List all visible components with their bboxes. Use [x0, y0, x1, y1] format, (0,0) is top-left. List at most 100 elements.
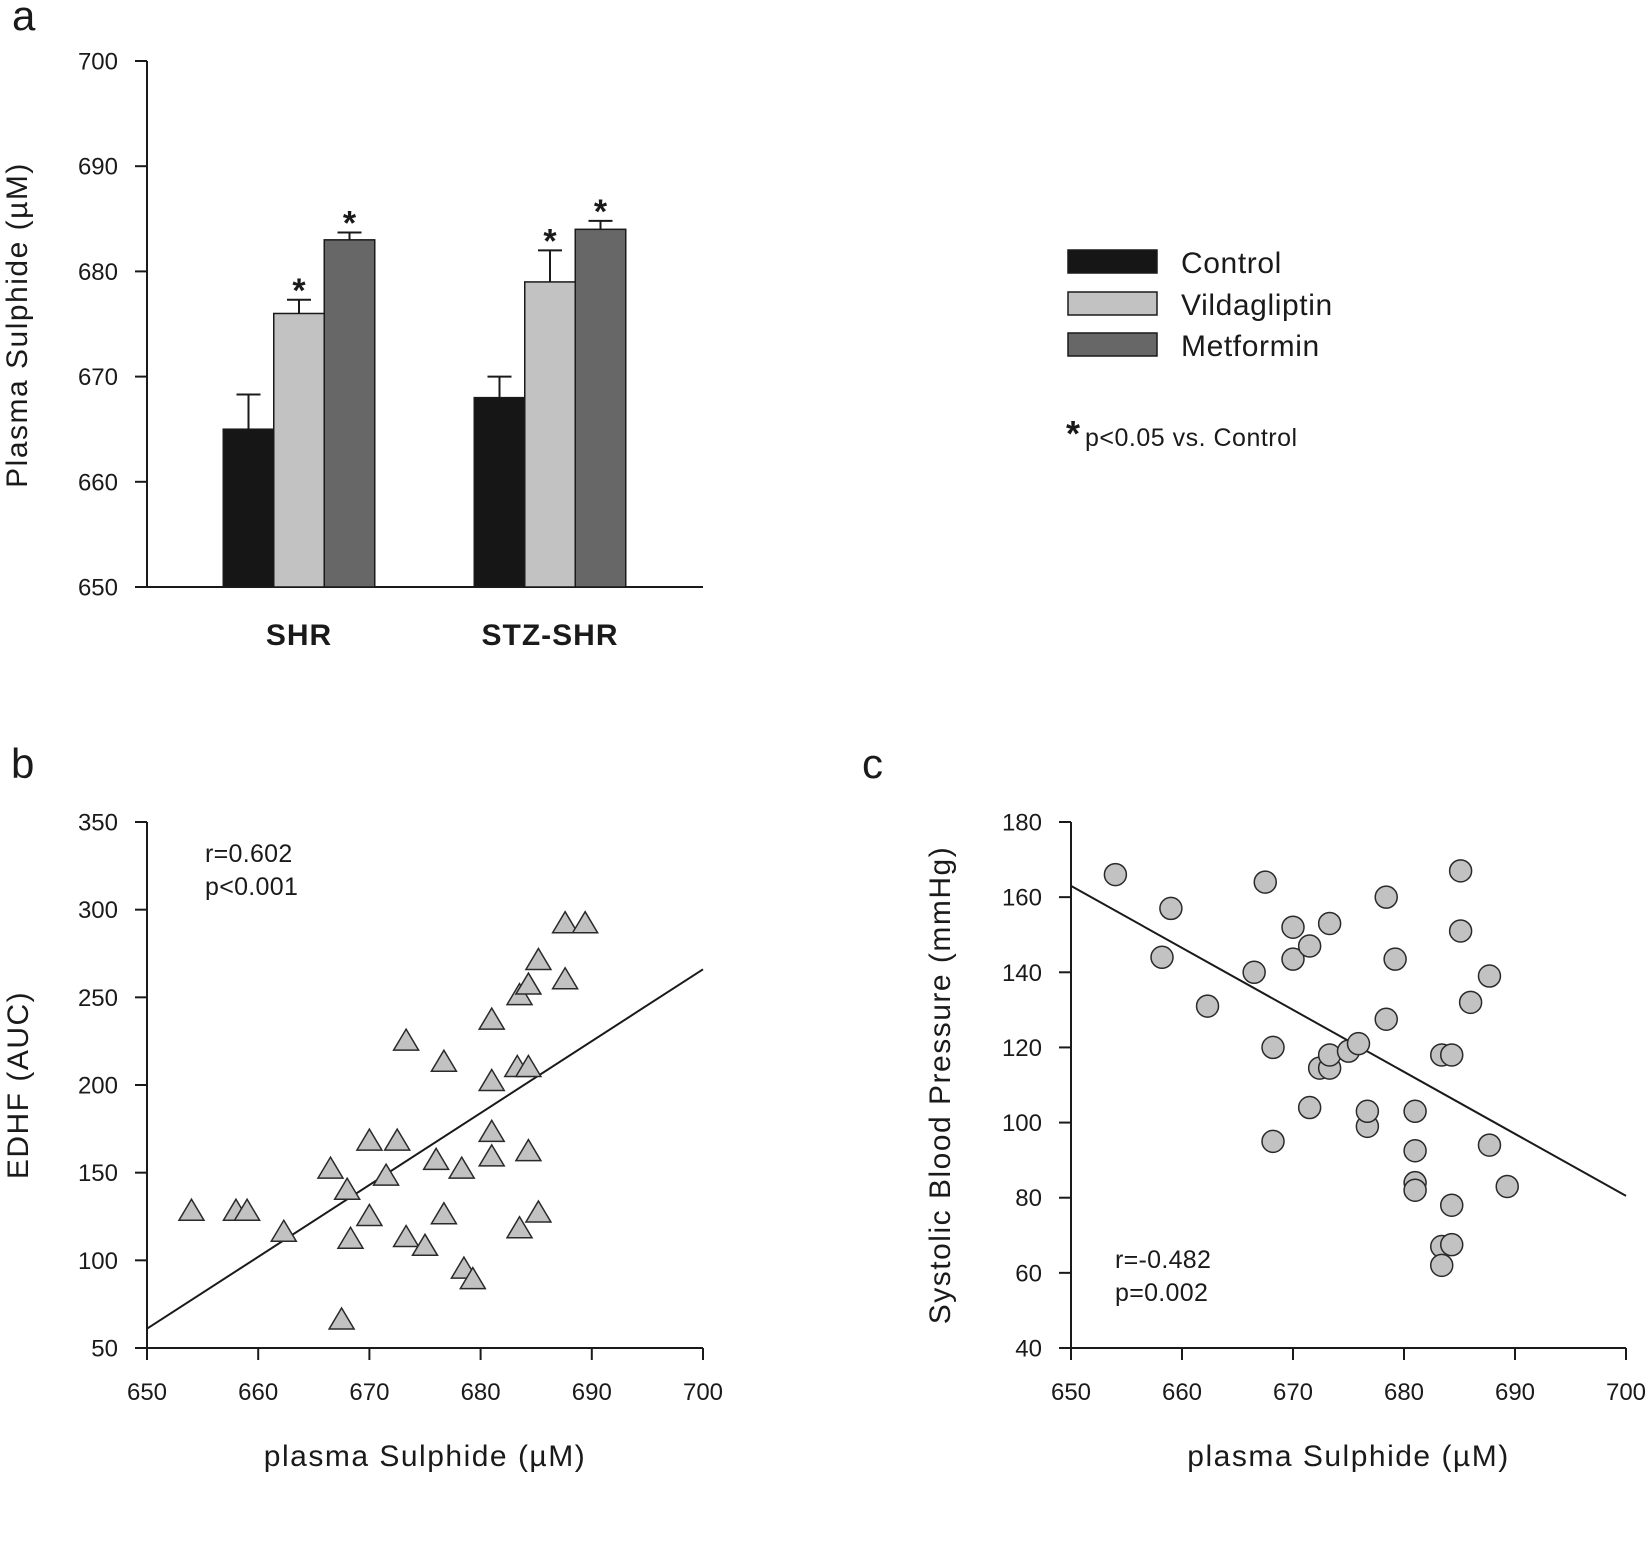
data-point-triangle [233, 1197, 261, 1221]
footnote-text: p<0.05 vs. Control [1085, 424, 1298, 452]
bar-shr-control [222, 428, 275, 588]
data-point-circle [1346, 1031, 1371, 1056]
data-point-circle [1403, 1099, 1427, 1124]
x-tick-label: 700 [1606, 1379, 1646, 1406]
significance-star: * [594, 193, 608, 231]
y-tick-label: 40 [1015, 1336, 1042, 1363]
y-tick-label: 300 [78, 897, 118, 924]
data-point-triangle [355, 1203, 384, 1227]
data-point-triangle [355, 1127, 384, 1151]
y-tick-label: 100 [1002, 1110, 1042, 1137]
data-point-circle [1477, 964, 1502, 988]
data-point-circle [1355, 1099, 1380, 1124]
data-point-triangle [447, 1155, 476, 1179]
y-tick-label: 60 [1015, 1260, 1042, 1287]
data-point-triangle [383, 1127, 412, 1151]
data-point-triangle [316, 1155, 345, 1179]
data-point-triangle [392, 1027, 420, 1051]
data-point-triangle [514, 1054, 543, 1078]
legend-swatch-control [1067, 249, 1158, 274]
y-tick-label: 140 [1002, 960, 1042, 987]
y-tick-label: 150 [78, 1160, 118, 1187]
data-point-circle [1281, 915, 1305, 939]
x-axis-label: plasma Sulphide (µM) [264, 1440, 586, 1473]
data-point-circle [1429, 1253, 1454, 1278]
legend-label-control: Control [1181, 247, 1282, 280]
y-tick-label: 700 [78, 49, 118, 76]
y-tick-label: 180 [1002, 810, 1042, 837]
y-axis-label: Plasma Sulphide (µM) [1, 162, 34, 488]
data-point-circle [1253, 870, 1277, 894]
significance-star: * [292, 272, 306, 310]
data-point-circle [1281, 947, 1305, 971]
data-point-triangle [333, 1176, 361, 1200]
data-point-triangle [477, 1006, 506, 1030]
data-point-triangle [422, 1146, 450, 1171]
data-point-circle [1403, 1178, 1427, 1202]
regression-line [146, 968, 704, 1330]
x-tick-label: 680 [461, 1379, 501, 1406]
x-tick-label: 660 [238, 1379, 278, 1406]
data-point-circle [1195, 994, 1220, 1018]
x-tick-label: 670 [1273, 1379, 1313, 1406]
y-axis-label: EDHF (AUC) [2, 991, 35, 1179]
data-point-circle [1383, 947, 1407, 971]
data-point-circle [1458, 990, 1483, 1015]
x-tick-label: 700 [683, 1379, 723, 1406]
legend-swatch-vildagliptin [1067, 291, 1158, 316]
data-point-triangle [177, 1197, 206, 1221]
panel-letter-c: c [862, 740, 883, 787]
x-tick-label: 660 [1162, 1379, 1202, 1406]
y-tick-label: 650 [78, 575, 118, 602]
y-tick-label: 250 [78, 985, 118, 1012]
panel-c-scatter-plot: c 40 60 80 100 120 140 160 180 650 660 670 680 690 700… [862, 740, 1646, 1473]
data-point-circle [1448, 919, 1473, 943]
category-label-shr: SHR [266, 619, 332, 652]
data-point-circle [1297, 934, 1322, 958]
data-point-circle [1297, 1095, 1322, 1120]
bar-stz-shr-control [473, 396, 526, 588]
data-point-triangle [269, 1218, 298, 1243]
data-point-circle [1150, 945, 1174, 970]
footnote-star: * [1066, 413, 1080, 454]
panel-a-bar-chart: a 650 660 670 680 690 700 Plasma Sulphide (µM) S… [1, 0, 703, 652]
correlation-coefficient: r=0.602 [205, 840, 293, 868]
panel-letter-a: a [12, 0, 36, 39]
x-tick-label: 650 [1051, 1379, 1091, 1406]
y-tick-label: 350 [78, 810, 118, 837]
data-point-triangle [430, 1201, 458, 1225]
data-point-triangle [411, 1232, 439, 1257]
y-axis-label: Systolic Blood Pressure (mmHg) [924, 846, 957, 1324]
y-tick-label: 680 [78, 259, 118, 286]
data-point-triangle [505, 1215, 534, 1239]
legend-label-metformin: Metformin [1181, 330, 1320, 363]
y-tick-label: 200 [78, 1073, 118, 1100]
data-point-triangle [571, 910, 599, 934]
data-point-circle [1103, 862, 1128, 887]
data-point-triangle [551, 966, 579, 990]
data-point-triangle [514, 1138, 543, 1162]
significance-star: * [543, 222, 557, 260]
y-tick-label: 690 [78, 154, 118, 181]
data-point-triangle [477, 1068, 506, 1092]
x-tick-label: 670 [349, 1379, 389, 1406]
y-tick-label: 670 [78, 364, 118, 391]
p-value: p=0.002 [1115, 1279, 1208, 1307]
bar-stz-shr-vildagliptin [524, 281, 576, 588]
data-point-circle [1159, 896, 1183, 921]
bar-stz-shr-metformin [574, 228, 627, 588]
y-tick-label: 80 [1015, 1185, 1042, 1212]
bar-shr-metformin [323, 239, 376, 588]
data-point-circle [1448, 859, 1473, 883]
category-label-stz-shr: STZ-SHR [482, 619, 619, 652]
data-point-circle [1477, 1133, 1502, 1157]
data-point-circle [1439, 1043, 1464, 1067]
data-point-triangle [524, 1199, 553, 1223]
y-tick-label: 660 [78, 469, 118, 496]
data-point-triangle [551, 910, 579, 934]
data-point-circle [1403, 1139, 1427, 1163]
data-point-triangle [336, 1225, 365, 1250]
data-point-triangle [327, 1306, 356, 1330]
